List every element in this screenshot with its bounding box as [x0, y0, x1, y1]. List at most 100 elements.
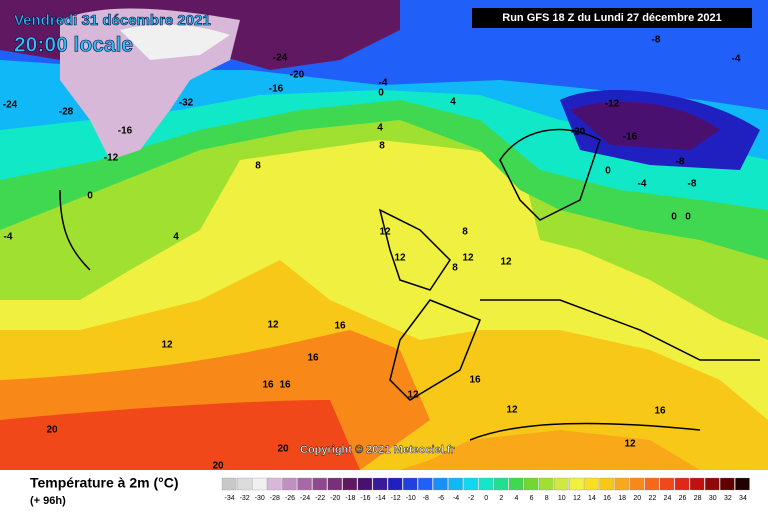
contour-label: -32	[179, 98, 194, 109]
legend-swatch	[357, 477, 373, 491]
legend-swatch	[629, 477, 644, 491]
legend-label: -10	[406, 495, 416, 502]
legend-label: 6	[530, 495, 534, 502]
contour-label: 12	[161, 340, 173, 351]
legend-label: -6	[438, 495, 444, 502]
legend-label: 0	[484, 495, 488, 502]
legend-label: 10	[558, 495, 566, 502]
contour-label: 0	[685, 212, 691, 223]
legend-label: -18	[345, 495, 355, 502]
legend-swatch	[221, 477, 237, 491]
contour-label: -28	[59, 107, 74, 118]
legend-label: 26	[679, 495, 687, 502]
legend-swatch	[538, 477, 554, 491]
legend-label: 20	[633, 495, 641, 502]
legend-swatch	[554, 477, 569, 491]
contour-label: 0	[378, 88, 384, 99]
legend-swatch	[267, 477, 282, 491]
contour-label: 0	[671, 212, 677, 223]
contour-label: -24	[273, 53, 288, 64]
legend-label: 18	[618, 495, 626, 502]
contour-label: 12	[624, 439, 636, 450]
contour-label: 16	[262, 380, 274, 391]
contour-label: 8	[462, 227, 468, 238]
contour-label: 8	[255, 161, 261, 172]
contour-label: -12	[104, 153, 119, 164]
contour-label: 12	[267, 320, 279, 331]
legend-swatch	[689, 477, 705, 491]
legend-label: 16	[603, 495, 611, 502]
contour-label: -20	[571, 127, 586, 138]
legend-swatch	[599, 477, 614, 491]
contour-label: -4	[4, 232, 13, 243]
contour-label: -4	[732, 54, 741, 65]
legend-label: -22	[315, 495, 325, 502]
contour-label: 12	[379, 227, 391, 238]
contour-label: 0	[87, 191, 93, 202]
legend-label: -24	[300, 495, 310, 502]
legend-swatch	[387, 477, 403, 491]
contour-label: 4	[173, 232, 179, 243]
legend-swatch	[569, 477, 584, 491]
contour-label: -16	[118, 126, 133, 137]
run-box	[472, 8, 752, 28]
legend-swatch	[478, 477, 493, 491]
legend-swatch	[327, 477, 342, 491]
legend-swatch	[508, 477, 524, 491]
contour-label: 8	[452, 263, 458, 274]
contour-label: -4	[379, 78, 388, 89]
variable-title: Température à 2m (°C)	[30, 475, 179, 491]
contour-label: -4	[638, 179, 647, 190]
legend-swatch	[418, 477, 433, 491]
legend-swatch	[523, 477, 539, 491]
contour-label: 16	[307, 353, 319, 364]
contour-label: -20	[290, 70, 305, 81]
footer-bar	[0, 470, 768, 512]
legend-swatch	[584, 477, 599, 491]
contour-label: 0	[605, 166, 611, 177]
contour-label: -12	[605, 99, 620, 110]
legend-swatch	[614, 477, 629, 491]
legend-swatch	[433, 477, 448, 491]
legend-swatch	[644, 477, 660, 491]
contour-label: -8	[676, 157, 685, 168]
legend-label: 28	[694, 495, 702, 502]
legend-label: -14	[375, 495, 385, 502]
legend-swatch	[252, 477, 267, 491]
contour-label: 12	[462, 253, 474, 264]
legend-label: -28	[270, 495, 280, 502]
legend-label: 32	[724, 495, 732, 502]
contour-label: -24	[3, 100, 18, 111]
legend-swatch	[312, 477, 327, 491]
legend-label: 24	[664, 495, 672, 502]
legend-label: 14	[588, 495, 596, 502]
legend-label: -26	[285, 495, 295, 502]
contour-label: 20	[46, 425, 58, 436]
contour-label: -16	[623, 132, 638, 143]
contour-label: 16	[654, 406, 666, 417]
contour-label: 16	[334, 321, 346, 332]
legend-label: 8	[545, 495, 549, 502]
legend-swatch	[493, 477, 509, 491]
contour-label: -8	[652, 35, 661, 46]
contour-label: 16	[279, 380, 291, 391]
legend-label: -8	[423, 495, 429, 502]
legend-label: 2	[499, 495, 503, 502]
contour-label: 4	[450, 97, 456, 108]
legend-label: -2	[468, 495, 474, 502]
forecast-time: 20:00 locale	[14, 34, 133, 57]
legend-swatch	[705, 477, 720, 491]
contour-label: -8	[688, 179, 697, 190]
legend-swatch	[720, 477, 735, 491]
contour-label: 12	[500, 257, 512, 268]
contour-label: 12	[407, 390, 419, 401]
legend-label: -20	[330, 495, 340, 502]
legend-swatch	[448, 477, 463, 491]
legend-label: -12	[391, 495, 401, 502]
legend-label: 12	[573, 495, 581, 502]
copyright: Copyright © 2021 Meteociel.fr	[300, 444, 456, 456]
contour-label: 12	[394, 253, 406, 264]
contour-label: 4	[377, 123, 383, 134]
legend-swatch	[463, 477, 478, 491]
